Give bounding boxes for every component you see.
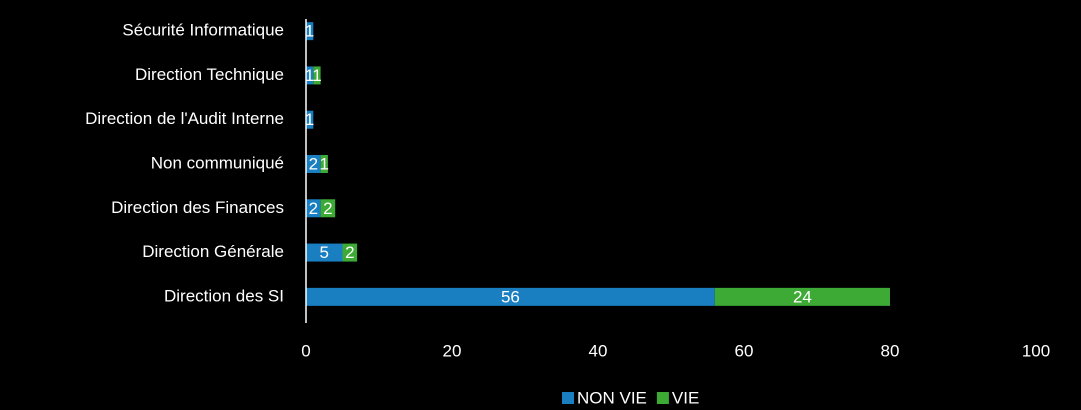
y-tick-label: Direction Générale: [142, 242, 284, 261]
data-label: 2: [323, 199, 332, 218]
bar-segment: [306, 287, 715, 306]
data-label: 1: [305, 110, 314, 129]
x-tick-label: 80: [881, 341, 900, 360]
x-tick-label: 20: [443, 341, 462, 360]
bar-segment: [306, 22, 314, 41]
bar-segment: [306, 110, 314, 129]
y-tick-label: Direction des SI: [164, 286, 284, 305]
data-label: 2: [309, 154, 318, 173]
x-tick-label: 0: [301, 341, 310, 360]
data-label: 1: [320, 154, 329, 173]
data-label: 1: [305, 22, 314, 41]
y-tick-label: Sécurité Informatique: [122, 21, 284, 40]
data-label: 1: [305, 66, 314, 85]
y-tick-label: Direction de l'Audit Interne: [85, 109, 284, 128]
data-label: 2: [345, 243, 354, 262]
bar-segment: [313, 66, 321, 85]
bar-segment: [306, 243, 343, 262]
bar-segment: [714, 287, 890, 306]
y-tick-label: Non communiqué: [151, 153, 284, 172]
bar-segment: [306, 155, 321, 173]
bar-segment: [342, 243, 358, 262]
x-tick-label: 60: [735, 341, 754, 360]
bar-segment: [320, 155, 328, 173]
data-label: 24: [793, 287, 812, 306]
y-tick-label: Direction des Finances: [111, 198, 284, 217]
x-tick-label: 100: [1022, 341, 1050, 360]
legend-swatch: [656, 392, 669, 404]
data-label: 5: [320, 243, 329, 262]
data-label: 1: [312, 66, 321, 85]
legend-label: NON VIE: [577, 388, 647, 407]
x-tick-label: 40: [589, 341, 608, 360]
legend-swatch: [562, 392, 574, 404]
data-label: 56: [501, 287, 520, 306]
bar-segment: [306, 199, 321, 218]
data-label: 2: [309, 199, 318, 218]
legend-label: VIE: [672, 388, 699, 407]
bar-segment: [320, 199, 336, 218]
bar-segment: [306, 66, 314, 85]
y-tick-label: Direction Technique: [135, 65, 284, 84]
